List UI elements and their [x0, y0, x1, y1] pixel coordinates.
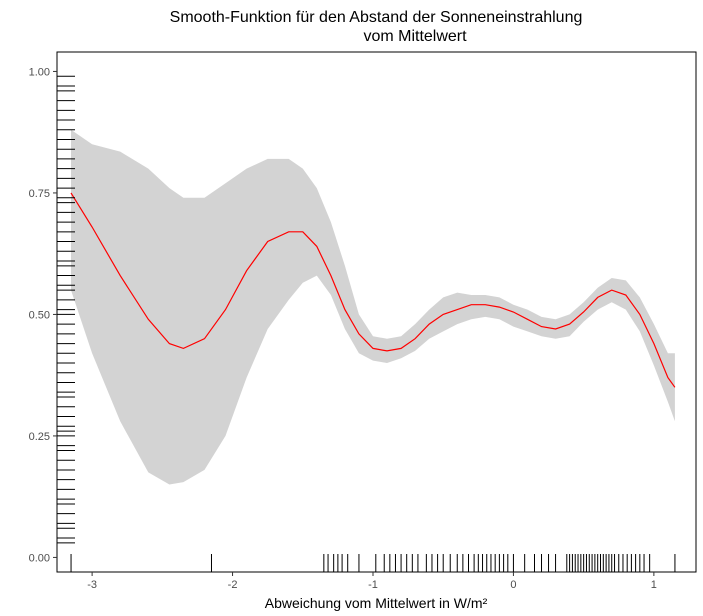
x-tick-label: 0: [510, 579, 516, 591]
x-tick-label: -1: [368, 579, 378, 591]
chart-title-line2: vom Mittelwert: [363, 28, 467, 45]
y-tick-label: 0.25: [29, 431, 50, 443]
plot-area: [57, 75, 676, 572]
confidence-band: [71, 129, 675, 485]
x-tick-label: 1: [651, 579, 657, 591]
y-tick-label: 1.00: [29, 66, 50, 78]
confidence-band-layer: [71, 129, 675, 485]
fit-line-layer: [70, 192, 676, 388]
rug-layer: [57, 75, 676, 572]
x-axis-label: Abweichung vom Mittelwert in W/m²: [265, 595, 488, 611]
axes: -3 -2 -1 0 1 0.00 0.25 0.50 0.75 1.00: [29, 66, 657, 591]
y-tick-label: 0.75: [29, 188, 50, 200]
chart-title-line1: Smooth-Funktion für den Abstand der Sonn…: [170, 9, 583, 26]
x-tick-label: -3: [87, 579, 97, 591]
x-tick-label: -2: [228, 579, 238, 591]
plot-frame: [56, 51, 697, 573]
y-tick-label: 0.00: [29, 552, 50, 564]
y-tick-label: 0.50: [29, 309, 50, 321]
fit-line: [70, 192, 676, 388]
